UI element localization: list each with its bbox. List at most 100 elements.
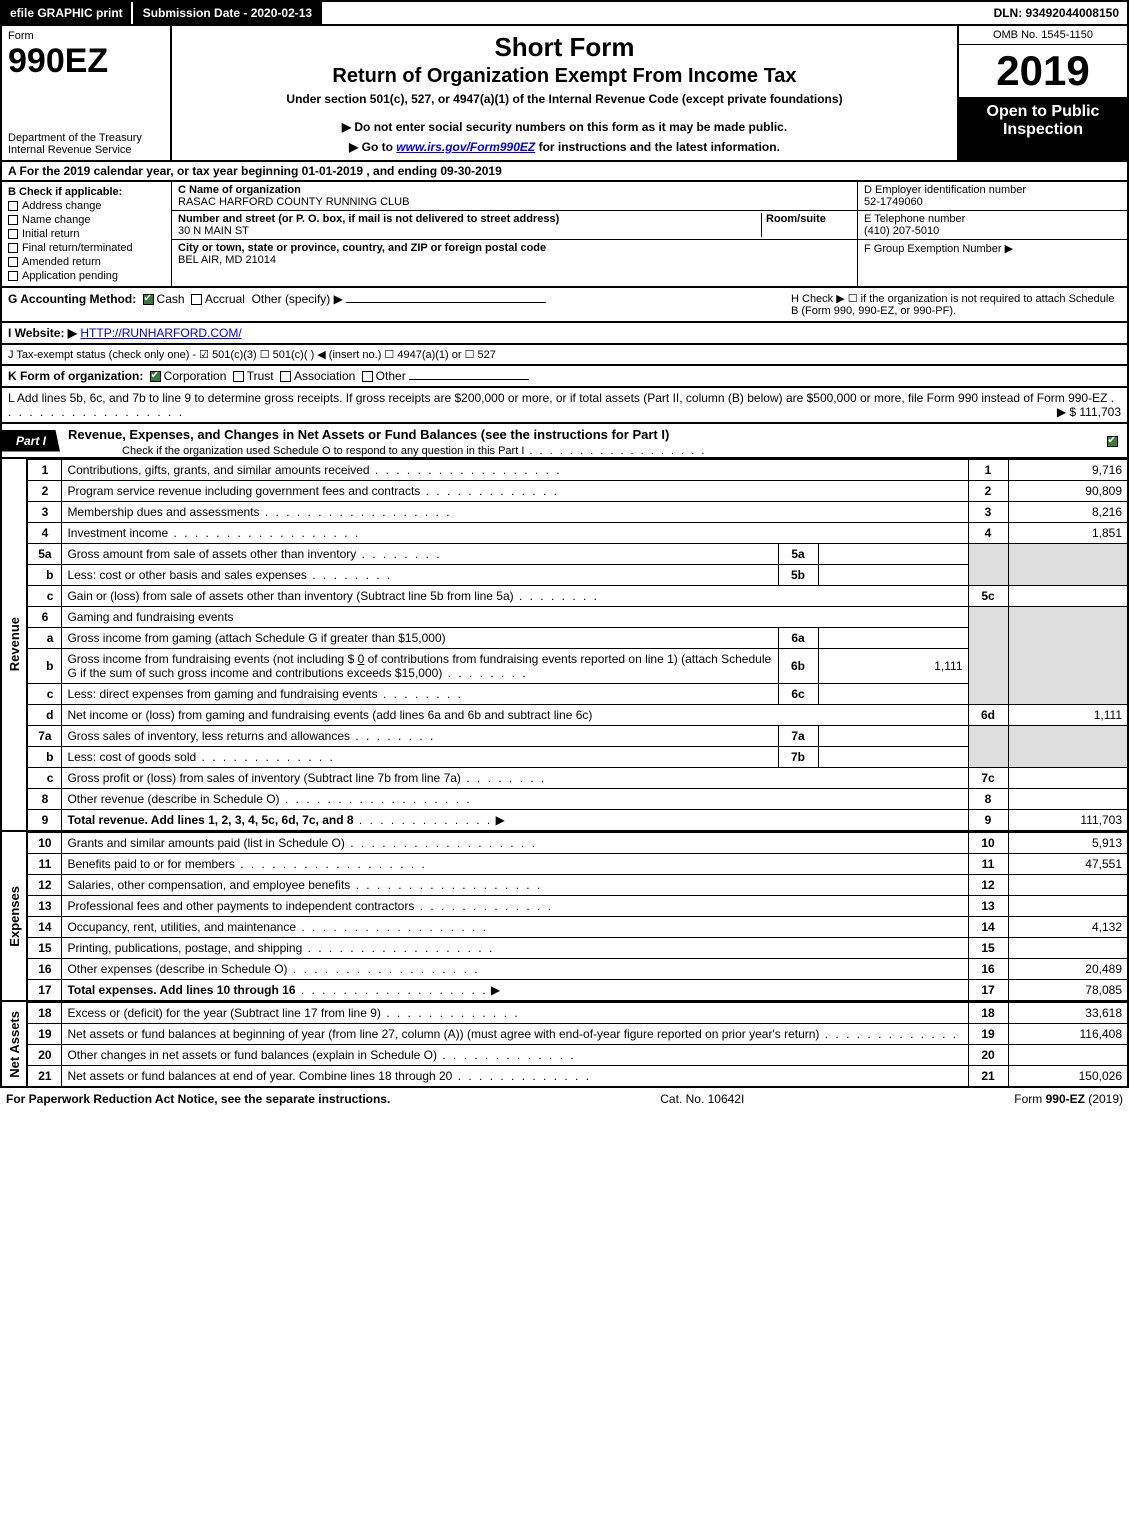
footer-form: Form 990-EZ (2019) bbox=[1014, 1092, 1123, 1106]
c-street-lbl: Number and street (or P. O. box, if mail… bbox=[178, 213, 559, 225]
line-6b: bGross income from fundraising events (n… bbox=[28, 649, 1128, 684]
expenses-section: Expenses 10Grants and similar amounts pa… bbox=[0, 832, 1129, 1002]
g-label: G Accounting Method: bbox=[8, 292, 136, 306]
part1-tab: Part I bbox=[2, 430, 60, 452]
k-label: K Form of organization: bbox=[8, 369, 143, 383]
col-c-org-info: C Name of organization RASAC HARFORD COU… bbox=[172, 182, 857, 286]
lbl-name-change: Name change bbox=[22, 214, 91, 226]
line-11: 11Benefits paid to or for members1147,55… bbox=[28, 854, 1128, 875]
dln: DLN: 93492044008150 bbox=[986, 2, 1127, 24]
line-21: 21Net assets or fund balances at end of … bbox=[28, 1066, 1128, 1088]
line-19: 19Net assets or fund balances at beginni… bbox=[28, 1024, 1128, 1045]
row-j-tax-status: J Tax-exempt status (check only one) - ☑… bbox=[0, 345, 1129, 366]
title-short-form: Short Form bbox=[180, 32, 949, 63]
revenue-table: 1Contributions, gifts, grants, and simil… bbox=[27, 459, 1129, 832]
revenue-section: Revenue 1Contributions, gifts, grants, a… bbox=[0, 459, 1129, 832]
subtitle-under: Under section 501(c), 527, or 4947(a)(1)… bbox=[180, 92, 949, 106]
col-b-header: B Check if applicable: bbox=[8, 186, 165, 198]
lbl-amended: Amended return bbox=[22, 256, 101, 268]
chk-accrual[interactable] bbox=[191, 294, 202, 305]
vlabel-expenses: Expenses bbox=[2, 832, 27, 1002]
line-16: 16Other expenses (describe in Schedule O… bbox=[28, 959, 1128, 980]
other-specify-line[interactable] bbox=[346, 302, 546, 303]
info-grid: B Check if applicable: Address change Na… bbox=[0, 182, 1129, 288]
room-lbl: Room/suite bbox=[766, 213, 826, 225]
irs-link[interactable]: www.irs.gov/Form990EZ bbox=[396, 140, 535, 154]
org-city: BEL AIR, MD 21014 bbox=[178, 254, 276, 266]
row-i-website: I Website: ▶ HTTP://RUNHARFORD.COM/ bbox=[0, 323, 1129, 345]
line-6: 6Gaming and fundraising events bbox=[28, 607, 1128, 628]
do-not-enter: ▶ Do not enter social security numbers o… bbox=[180, 120, 949, 134]
chk-final-return[interactable] bbox=[8, 243, 18, 253]
ein: 52-1749060 bbox=[864, 196, 923, 208]
dept-irs: Internal Revenue Service bbox=[8, 144, 164, 156]
lbl-cash: Cash bbox=[157, 292, 185, 306]
line-4: 4Investment income41,851 bbox=[28, 523, 1128, 544]
ein-lbl: D Employer identification number bbox=[864, 184, 1026, 196]
row-k-form-org: K Form of organization: Corporation Trus… bbox=[0, 366, 1129, 388]
chk-cash[interactable] bbox=[143, 294, 154, 305]
net-assets-section: Net Assets 18Excess or (deficit) for the… bbox=[0, 1002, 1129, 1088]
chk-corporation[interactable] bbox=[150, 371, 161, 382]
lbl-initial-return: Initial return bbox=[22, 228, 79, 240]
col-b-checkboxes: B Check if applicable: Address change Na… bbox=[2, 182, 172, 286]
lbl-association: Association bbox=[294, 369, 355, 383]
c-name-lbl: C Name of organization bbox=[178, 184, 301, 196]
line-5b: bLess: cost or other basis and sales exp… bbox=[28, 565, 1128, 586]
org-street: 30 N MAIN ST bbox=[178, 225, 249, 237]
form-header: Form 990EZ Department of the Treasury In… bbox=[0, 26, 1129, 162]
page-footer: For Paperwork Reduction Act Notice, see … bbox=[0, 1088, 1129, 1110]
telephone: (410) 207-5010 bbox=[864, 225, 939, 237]
chk-association[interactable] bbox=[280, 371, 291, 382]
dept-treasury: Department of the Treasury bbox=[8, 132, 164, 144]
net-assets-table: 18Excess or (deficit) for the year (Subt… bbox=[27, 1002, 1129, 1088]
form-word: Form bbox=[8, 30, 164, 42]
lbl-corporation: Corporation bbox=[164, 369, 227, 383]
chk-schedule-o[interactable] bbox=[1107, 436, 1118, 447]
website-link[interactable]: HTTP://RUNHARFORD.COM/ bbox=[80, 326, 241, 340]
l-text: L Add lines 5b, 6c, and 7b to line 9 to … bbox=[8, 391, 1107, 405]
line-10: 10Grants and similar amounts paid (list … bbox=[28, 833, 1128, 854]
part1-title: Revenue, Expenses, and Changes in Net As… bbox=[60, 424, 1097, 445]
row-l-gross-receipts: L Add lines 5b, 6c, and 7b to line 9 to … bbox=[0, 388, 1129, 424]
line-18: 18Excess or (deficit) for the year (Subt… bbox=[28, 1003, 1128, 1024]
line-5a: 5aGross amount from sale of assets other… bbox=[28, 544, 1128, 565]
lbl-accrual: Accrual bbox=[205, 292, 245, 306]
part1-header: Part I Revenue, Expenses, and Changes in… bbox=[0, 424, 1129, 459]
line-1: 1Contributions, gifts, grants, and simil… bbox=[28, 460, 1128, 481]
line-7a: 7aGross sales of inventory, less returns… bbox=[28, 726, 1128, 747]
line-7b: bLess: cost of goods sold7b bbox=[28, 747, 1128, 768]
row-a-tax-year: A For the 2019 calendar year, or tax yea… bbox=[0, 162, 1129, 182]
goto-line: ▶ Go to www.irs.gov/Form990EZ for instru… bbox=[180, 140, 949, 154]
chk-other-org[interactable] bbox=[362, 371, 373, 382]
j-text: J Tax-exempt status (check only one) - ☑… bbox=[8, 349, 496, 361]
other-org-line[interactable] bbox=[409, 379, 529, 380]
col-def: D Employer identification number 52-1749… bbox=[857, 182, 1127, 286]
line-6c: cLess: direct expenses from gaming and f… bbox=[28, 684, 1128, 705]
lbl-pending: Application pending bbox=[22, 270, 118, 282]
chk-name-change[interactable] bbox=[8, 215, 18, 225]
chk-initial-return[interactable] bbox=[8, 229, 18, 239]
footer-paperwork: For Paperwork Reduction Act Notice, see … bbox=[6, 1092, 390, 1106]
efile-label: efile GRAPHIC print bbox=[10, 6, 123, 20]
line-15: 15Printing, publications, postage, and s… bbox=[28, 938, 1128, 959]
group-exemption-lbl: F Group Exemption Number ▶ bbox=[864, 243, 1013, 255]
chk-amended[interactable] bbox=[8, 257, 18, 267]
footer-catno: Cat. No. 10642I bbox=[660, 1092, 744, 1106]
lbl-address-change: Address change bbox=[22, 200, 102, 212]
line-13: 13Professional fees and other payments t… bbox=[28, 896, 1128, 917]
part1-sub: Check if the organization used Schedule … bbox=[122, 445, 524, 457]
c-city-lbl: City or town, state or province, country… bbox=[178, 242, 546, 254]
line-20: 20Other changes in net assets or fund ba… bbox=[28, 1045, 1128, 1066]
efile-print[interactable]: efile GRAPHIC print bbox=[2, 2, 131, 24]
lbl-final-return: Final return/terminated bbox=[22, 242, 133, 254]
goto-post: for instructions and the latest informat… bbox=[535, 140, 780, 154]
i-label: I Website: ▶ bbox=[8, 326, 77, 340]
chk-address-change[interactable] bbox=[8, 201, 18, 211]
omb-number: OMB No. 1545-1150 bbox=[959, 26, 1127, 45]
line-12: 12Salaries, other compensation, and empl… bbox=[28, 875, 1128, 896]
line-6a: aGross income from gaming (attach Schedu… bbox=[28, 628, 1128, 649]
chk-pending[interactable] bbox=[8, 271, 18, 281]
line-5c: cGain or (loss) from sale of assets othe… bbox=[28, 586, 1128, 607]
chk-trust[interactable] bbox=[233, 371, 244, 382]
